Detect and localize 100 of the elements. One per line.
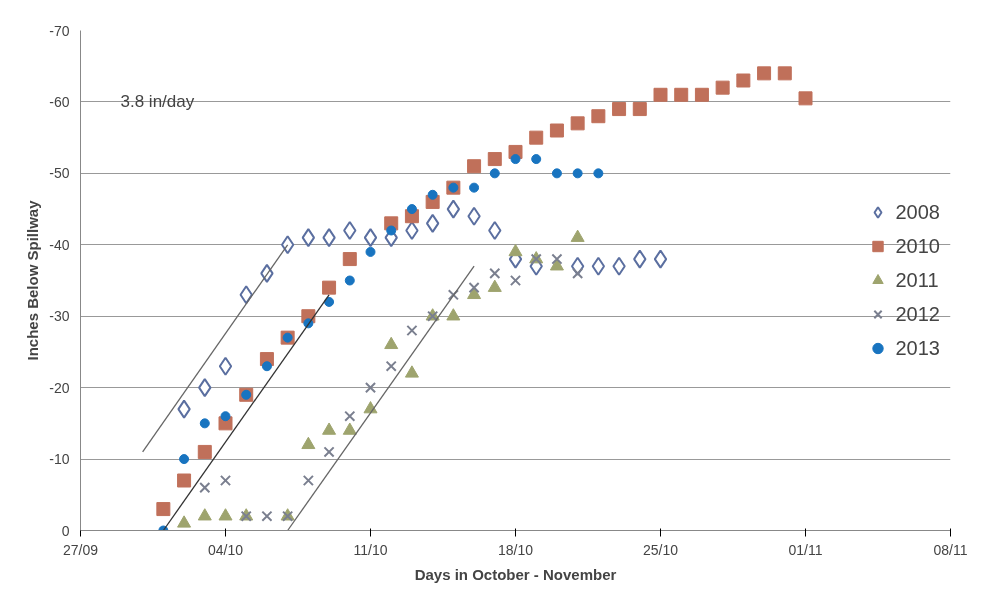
y-tick-label: -10 [49, 451, 70, 468]
x-tick-label: 18/10 [497, 541, 534, 558]
y-tick-label: -50 [49, 165, 70, 182]
point [344, 410, 356, 422]
point [531, 154, 542, 165]
annotation: 3.8 in/day [120, 91, 195, 111]
point [363, 228, 378, 248]
point [593, 168, 604, 179]
point [342, 422, 357, 435]
y-tick-label: 0 [61, 522, 70, 539]
point [405, 221, 419, 240]
point [633, 249, 647, 269]
point [364, 382, 377, 394]
point [301, 436, 316, 450]
y-tick-label: -70 [49, 22, 70, 39]
point [653, 249, 668, 269]
point [612, 256, 626, 276]
x-tick-label: 04/10 [207, 541, 244, 558]
point [446, 308, 461, 321]
x-tick-label: 27/09 [62, 541, 99, 558]
x-tick-label: 01/11 [788, 541, 823, 558]
point [302, 474, 314, 487]
point [777, 66, 792, 81]
point [591, 109, 606, 124]
x-axis-title: Days in October - November [414, 565, 617, 583]
point [156, 502, 171, 517]
point [572, 168, 583, 179]
y-tick-label: -20 [49, 379, 70, 396]
y-tick-label: -60 [49, 93, 70, 110]
point [509, 274, 522, 287]
legend-label: 2012 [895, 302, 940, 326]
point [591, 256, 606, 276]
point [239, 285, 253, 305]
point [570, 116, 585, 131]
point [177, 399, 191, 419]
point [177, 515, 192, 528]
point [219, 474, 232, 487]
point [510, 154, 521, 165]
point [323, 446, 335, 458]
point [322, 228, 336, 248]
point [425, 213, 440, 233]
point [280, 235, 295, 255]
point [386, 225, 397, 236]
legend-label: 2011 [895, 268, 939, 292]
legend-label: 2010 [895, 234, 940, 258]
x-tick-label: 25/10 [642, 541, 679, 558]
point [549, 258, 564, 271]
point [447, 289, 459, 301]
point [551, 253, 563, 265]
point [427, 189, 438, 200]
point [529, 130, 544, 145]
point [467, 206, 481, 226]
x-tick-label: 11/10 [353, 541, 388, 558]
point [218, 356, 233, 376]
point [406, 324, 418, 337]
point [715, 80, 730, 95]
point [365, 246, 376, 257]
point [469, 182, 480, 193]
y-tick-label: -40 [49, 236, 70, 253]
point [322, 280, 337, 295]
point [674, 87, 689, 102]
point [261, 510, 273, 522]
point [220, 411, 231, 422]
point [694, 87, 709, 102]
point [632, 102, 647, 117]
point [343, 221, 357, 240]
point [198, 378, 212, 398]
point [798, 91, 813, 106]
point [324, 296, 335, 307]
point [468, 282, 480, 294]
point [384, 336, 399, 350]
point [179, 454, 190, 465]
point [551, 168, 562, 179]
point [199, 482, 211, 494]
point [177, 473, 192, 488]
point [489, 168, 500, 179]
point [549, 123, 564, 138]
point [301, 228, 316, 248]
x-tick-label: 08/11 [933, 541, 968, 558]
point [487, 152, 502, 167]
point [261, 361, 272, 372]
legend-label: 2008 [895, 200, 940, 224]
point [344, 275, 355, 286]
point [197, 444, 212, 459]
point [404, 365, 419, 378]
point [488, 221, 502, 240]
point [489, 267, 501, 279]
point [199, 418, 210, 429]
point [197, 508, 212, 521]
point [385, 360, 397, 372]
point [653, 87, 668, 102]
point [322, 422, 337, 435]
point [218, 508, 233, 521]
point [446, 199, 461, 219]
point [572, 267, 584, 279]
point [406, 204, 417, 215]
point [508, 243, 523, 257]
point [757, 66, 772, 81]
point [467, 159, 482, 174]
y-axis-title: Inches Below Spillway [24, 199, 42, 361]
